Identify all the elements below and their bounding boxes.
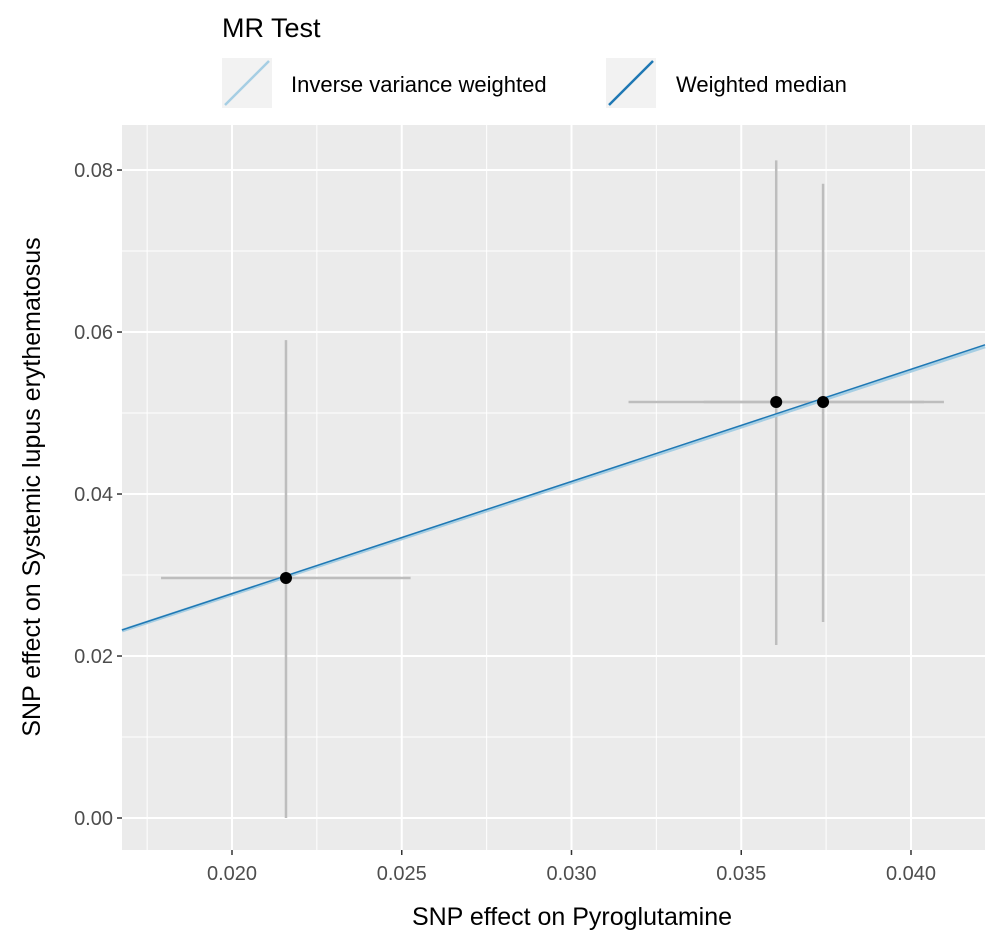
x-tick-label: 0.025 <box>377 863 427 885</box>
legend-key-weighted-median <box>606 58 656 108</box>
y-tick-label: 0.06 <box>74 322 113 344</box>
data-point <box>770 396 783 409</box>
x-tick-label: 0.020 <box>207 863 257 885</box>
legend-key-ivw <box>222 58 272 108</box>
y-tick-label: 0.08 <box>74 160 113 182</box>
regression-line-weighted-median <box>121 344 986 631</box>
x-axis-label: SNP effect on Pyroglutamine <box>412 903 732 931</box>
y-axis-label: SNP effect on Systemic lupus erythematos… <box>18 237 46 736</box>
x-tick-label: 0.040 <box>886 863 936 885</box>
data-point <box>279 572 292 585</box>
regression-line-ivw <box>121 344 986 633</box>
legend-label-ivw: Inverse variance weighted <box>291 72 547 97</box>
x-tick-label: 0.030 <box>546 863 596 885</box>
data-point <box>817 396 830 409</box>
y-tick-label: 0.04 <box>74 484 113 506</box>
y-tick-label: 0.02 <box>74 646 113 668</box>
legend-title: MR Test <box>222 13 321 43</box>
x-tick-label: 0.035 <box>716 863 766 885</box>
legend-label-weighted-median: Weighted median <box>676 72 847 97</box>
y-tick-label: 0.00 <box>74 808 113 830</box>
